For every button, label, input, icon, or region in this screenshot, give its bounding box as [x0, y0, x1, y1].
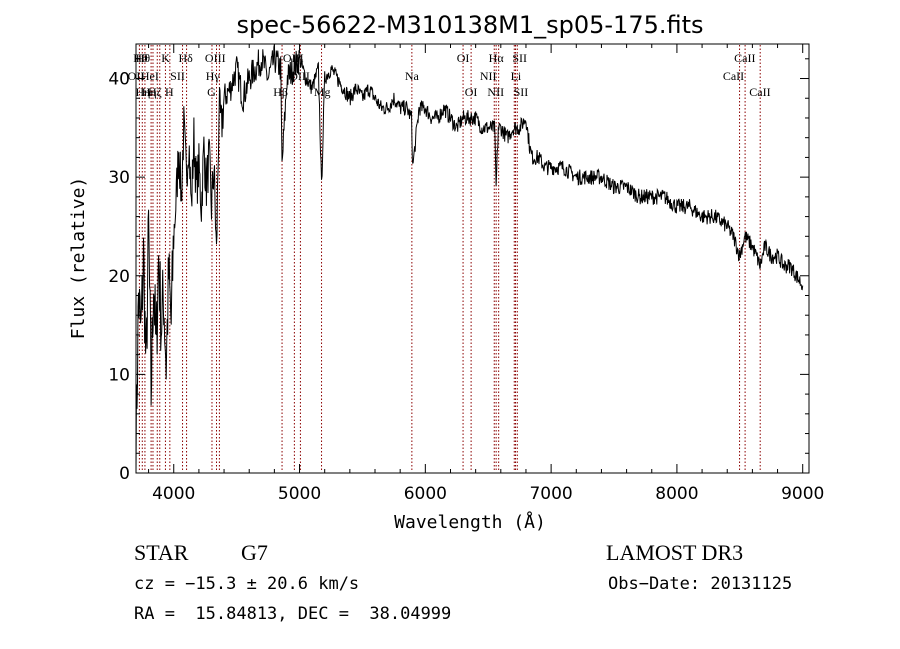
line-marker-label: NII: [487, 85, 504, 99]
line-marker-labels: OIIHθHηHeIHηHθHζKHSIIHδGHγOIIIHβOIIIOIII…: [128, 51, 771, 99]
line-marker-label: CaII: [749, 85, 770, 99]
line-marker-label: Na: [405, 69, 420, 83]
line-marker-label: SII: [170, 69, 185, 83]
line-marker-label: HeI: [141, 69, 159, 83]
line-marker-label: Hζ: [148, 85, 162, 99]
object-subclass: G7: [241, 540, 268, 565]
x-tick-label: 9000: [781, 484, 824, 504]
line-marker-label: Hα: [489, 51, 505, 65]
y-tick-label: 0: [119, 464, 130, 484]
chart-title: spec-56622-M310138M1_sp05-175.fits: [236, 11, 703, 39]
line-marker-label: Hγ: [206, 69, 221, 83]
x-tick-label: 8000: [655, 484, 698, 504]
spectrum-line: [135, 44, 804, 474]
y-tick-label: 10: [108, 365, 130, 385]
survey-name: LAMOST DR3: [606, 540, 744, 565]
line-markers: [138, 45, 761, 472]
line-marker-label: SII: [512, 51, 527, 65]
y-axis: 0 10 20 30 40: [108, 58, 809, 484]
ra-dec: RA = 15.84813, DEC = 38.04999: [134, 604, 452, 624]
x-tick-label: 5000: [278, 484, 321, 504]
line-marker-label: Li: [511, 69, 522, 83]
line-marker-label: K: [161, 51, 170, 65]
line-marker-label: Hη: [135, 85, 150, 99]
line-marker-label: OIII: [205, 51, 226, 65]
line-marker-label: Hδ: [179, 51, 194, 65]
obs-date: Obs−Date: 20131125: [608, 574, 793, 594]
redshift-cz: cz = −15.3 ± 20.6 km/s: [134, 574, 360, 594]
object-class: STAR: [134, 540, 189, 565]
y-tick-label: 20: [108, 267, 130, 287]
y-axis-label: Flux (relative): [68, 177, 89, 340]
line-marker-label: NII: [480, 69, 497, 83]
spectrum-series: [135, 44, 804, 474]
line-marker-label: H: [165, 85, 174, 99]
x-axis: 4000 5000 6000 7000 8000 9000: [148, 44, 824, 504]
line-marker-label: Hθ: [136, 51, 151, 65]
line-marker-label: Mg: [314, 85, 331, 99]
line-marker-label: Hη: [142, 85, 157, 99]
line-marker-label: CaII: [723, 69, 744, 83]
x-tick-label: 6000: [404, 484, 447, 504]
plot-frame: [135, 43, 810, 474]
line-marker-label: OI: [465, 85, 478, 99]
line-marker-label: CaII: [734, 51, 755, 65]
y-tick-label: 30: [108, 168, 130, 188]
y-tick-label: 40: [108, 70, 130, 90]
x-tick-label: 4000: [152, 484, 195, 504]
line-marker-label: G: [207, 85, 216, 99]
x-tick-label: 7000: [529, 484, 572, 504]
line-marker-label: SII: [514, 85, 529, 99]
line-marker-label: OI: [457, 51, 470, 65]
line-marker-label: Hθ: [133, 51, 148, 65]
x-axis-label: Wavelength (Å): [394, 511, 546, 533]
